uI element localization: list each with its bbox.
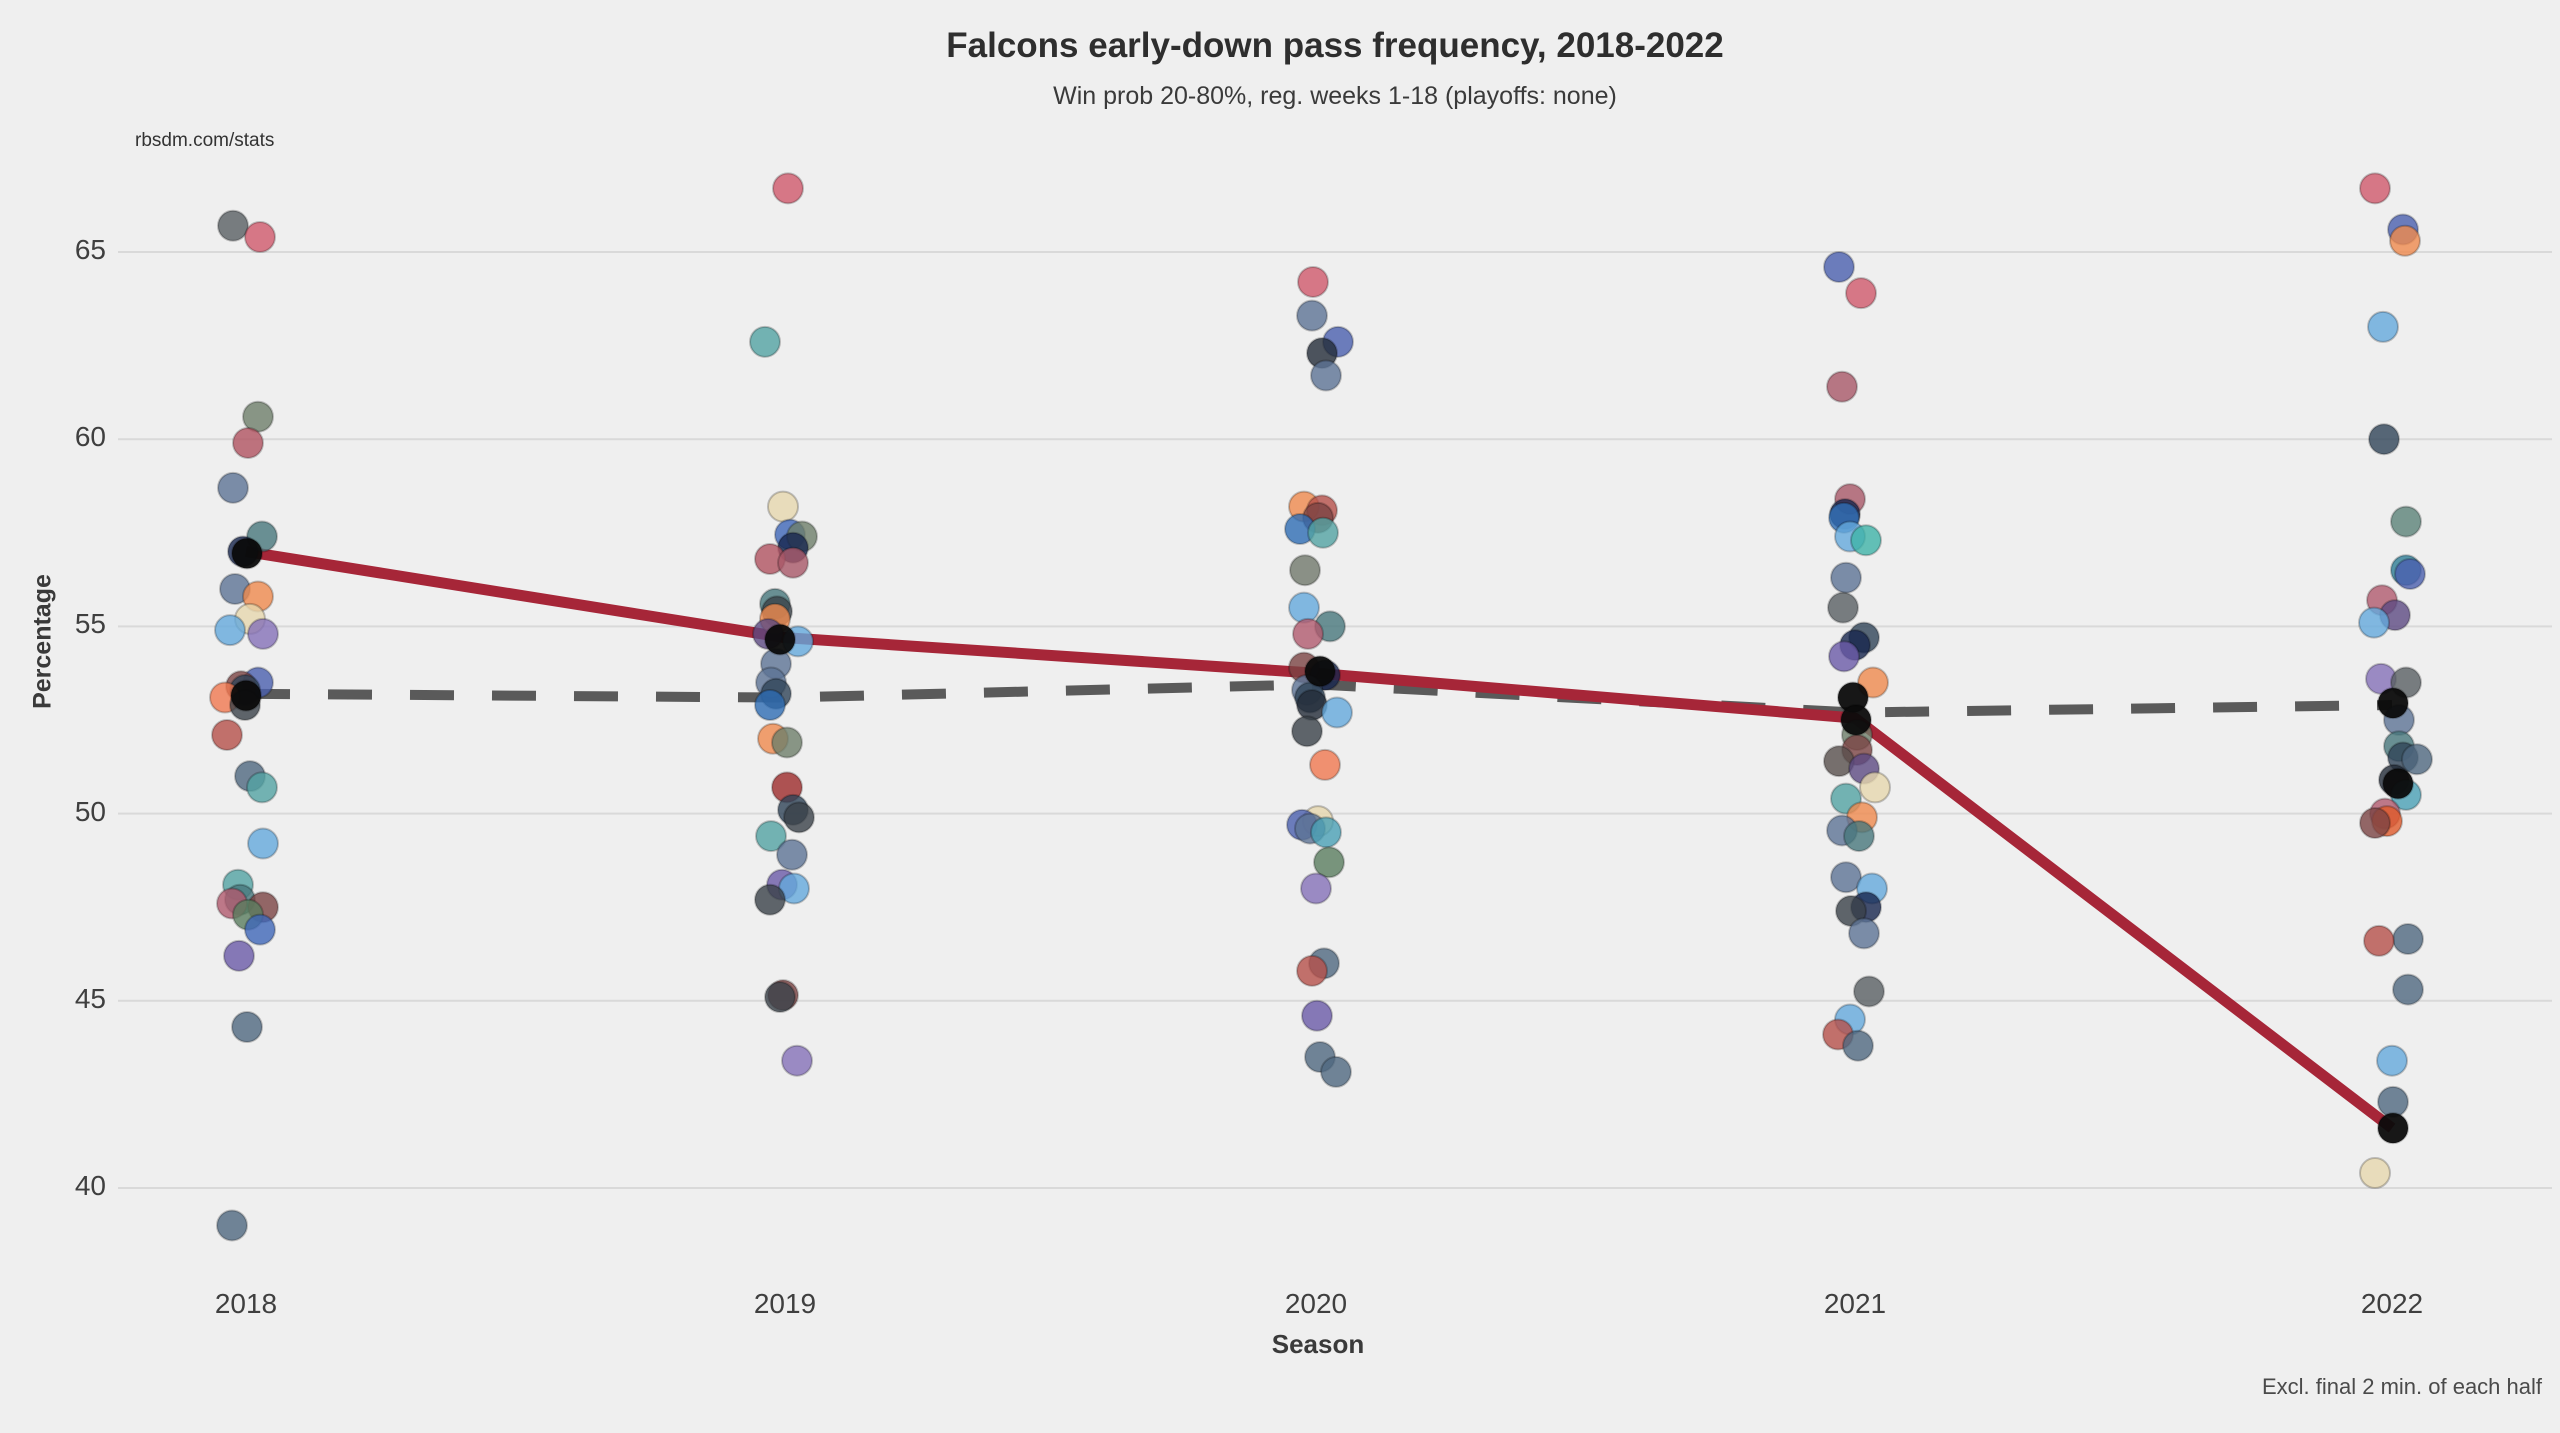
team-dot <box>1848 917 1880 950</box>
team-dot <box>2368 423 2400 456</box>
team-dot <box>2376 1044 2408 1077</box>
falcons-dot <box>764 623 796 656</box>
y-axis-title: Percentage <box>28 574 57 709</box>
x-tick-label: 2020 <box>1284 1288 1348 1319</box>
team-dot <box>781 1044 813 1077</box>
team-dot <box>232 426 264 459</box>
y-tick-label: 40 <box>74 1170 106 1201</box>
team-dot <box>1310 359 1342 392</box>
team-dot <box>1843 820 1875 853</box>
falcons-dot <box>1304 655 1336 688</box>
team-dot <box>247 617 279 650</box>
team-dot <box>1307 516 1339 549</box>
y-tick-label: 50 <box>74 795 106 827</box>
falcons-dot <box>231 537 263 570</box>
team-dot <box>1826 370 1858 403</box>
x-tick-label: 2022 <box>2360 1288 2424 1319</box>
team-dot <box>1830 561 1862 594</box>
team-dot <box>755 820 787 853</box>
team-dot <box>1292 617 1324 650</box>
team-dot <box>1853 975 1885 1008</box>
falcons-dot <box>2377 687 2409 720</box>
team-dot <box>211 718 243 751</box>
falcons-dot <box>2382 767 2414 800</box>
team-dot <box>2394 557 2426 590</box>
falcons-dot <box>1840 704 1872 736</box>
team-dot <box>2359 1157 2391 1190</box>
team-dot <box>1830 861 1862 894</box>
team-dot <box>1313 846 1345 879</box>
team-dot <box>783 801 815 834</box>
x-tick-label: 2021 <box>1823 1288 1887 1319</box>
team-dot <box>2392 973 2424 1006</box>
y-tick-label: 65 <box>74 234 106 265</box>
team-dot <box>2359 172 2391 205</box>
team-dot <box>772 172 804 205</box>
team-dot <box>217 209 249 242</box>
team-dot <box>246 771 278 804</box>
team-dot <box>754 883 786 916</box>
team-dot <box>1289 554 1321 587</box>
chart-title: Falcons early-down pass frequency, 2018-… <box>946 26 1724 65</box>
team-dot <box>1845 277 1877 310</box>
team-dot <box>242 400 274 433</box>
team-dot <box>1823 250 1855 283</box>
team-dot <box>223 939 255 972</box>
team-dot <box>2363 924 2395 957</box>
footnote: Excl. final 2 min. of each half <box>2261 1374 2542 1399</box>
team-dot <box>244 221 276 254</box>
team-dot <box>1296 299 1328 332</box>
team-dot <box>767 490 799 523</box>
team-dot <box>1859 771 1891 804</box>
team-dot <box>217 471 249 504</box>
team-dot <box>777 546 809 579</box>
chart-subtitle: Win prob 20-80%, reg. weeks 1-18 (playof… <box>1053 82 1617 110</box>
y-tick-label: 45 <box>74 982 106 1014</box>
source-label: rbsdm.com/stats <box>135 130 275 151</box>
x-axis-title: Season <box>1271 1329 1365 1359</box>
team-dot <box>1300 872 1332 905</box>
team-dot <box>1850 524 1882 557</box>
team-dot <box>214 614 246 647</box>
team-dot <box>1828 640 1860 673</box>
x-tick-label: 2018 <box>214 1288 278 1319</box>
y-tick-label: 55 <box>74 608 106 640</box>
team-dot <box>1321 696 1353 729</box>
team-dot <box>2389 224 2421 257</box>
falcons-dot <box>2377 1112 2409 1145</box>
team-dot <box>216 1209 248 1242</box>
team-dot <box>1288 591 1320 624</box>
team-dot <box>2359 806 2391 839</box>
team-dot <box>1842 1029 1874 1062</box>
team-dot <box>1320 1055 1352 1088</box>
team-dot <box>771 726 803 759</box>
team-dot <box>2392 923 2424 956</box>
team-dot <box>2367 310 2399 343</box>
team-dot <box>231 1011 263 1044</box>
team-dot <box>764 981 796 1014</box>
team-dot <box>1827 591 1859 624</box>
team-dot <box>754 689 786 722</box>
falcons-dot <box>230 679 262 712</box>
team-dot <box>247 827 279 860</box>
team-dot <box>1296 954 1328 987</box>
team-dot <box>1301 999 1333 1032</box>
team-dot <box>244 913 276 946</box>
team-dot <box>2401 743 2433 776</box>
team-dot <box>1309 748 1341 781</box>
x-tick-label: 2019 <box>753 1288 817 1319</box>
y-tick-label: 60 <box>74 421 106 453</box>
team-dot <box>1297 265 1329 298</box>
team-dot <box>776 838 808 871</box>
team-dot <box>749 325 781 358</box>
team-dot <box>1310 816 1342 849</box>
team-dot <box>2390 505 2422 538</box>
team-dot <box>2358 606 2390 639</box>
team-dot <box>1291 715 1323 748</box>
